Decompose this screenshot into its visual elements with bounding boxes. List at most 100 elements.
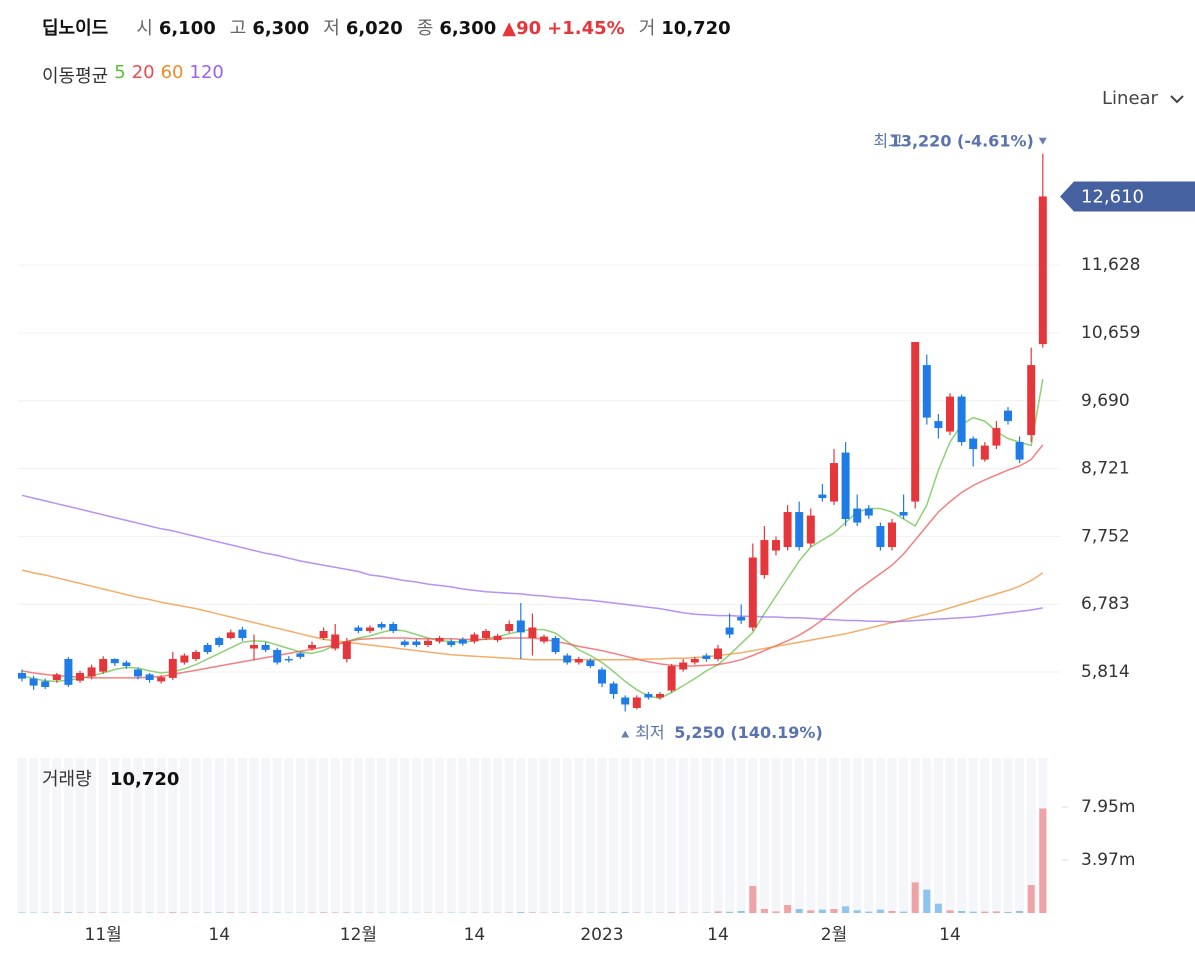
- candle-body: [1015, 442, 1024, 460]
- candle-body: [551, 638, 560, 653]
- volume-column-bg: [562, 758, 572, 913]
- y-tick-label: 6,783: [1081, 594, 1130, 614]
- candle-body: [215, 638, 224, 646]
- candle-body: [493, 635, 502, 641]
- volume-column-bg: [261, 758, 271, 913]
- candle: [563, 653, 572, 665]
- volume-column-bg: [841, 758, 851, 913]
- candle: [354, 625, 363, 634]
- low-label: 최저: [635, 723, 664, 742]
- y-tick-label: 7,752: [1081, 526, 1130, 546]
- candle-body: [261, 645, 270, 650]
- volume-column-bg: [980, 758, 990, 913]
- high-label: 고: [229, 18, 247, 39]
- low-value: 6,020: [345, 18, 403, 39]
- candle: [760, 526, 769, 579]
- volume-column-bg: [783, 758, 793, 913]
- candle: [192, 649, 200, 662]
- candle: [818, 484, 827, 502]
- chevron[interactable]: [1170, 95, 1184, 104]
- candle-body: [296, 653, 305, 657]
- candle-body: [888, 522, 896, 548]
- volume-bar: [215, 912, 223, 913]
- volume-column-bg: [29, 758, 39, 913]
- volume-bar: [169, 912, 177, 913]
- volume-column-bg: [539, 758, 549, 913]
- scale-mode[interactable]: Linear: [1102, 88, 1159, 109]
- candle-body: [64, 658, 73, 685]
- candle: [876, 522, 885, 551]
- candle: [458, 637, 467, 646]
- volume-column-bg: [52, 758, 62, 913]
- volume-bar: [876, 909, 884, 913]
- candle: [528, 613, 537, 656]
- candle-body: [18, 672, 26, 679]
- ma-legend: 이동평균 5 20 60 120: [42, 62, 224, 88]
- y-tick-label: 10,659: [1081, 323, 1140, 343]
- candle: [806, 508, 815, 548]
- candle: [551, 635, 560, 655]
- volume-bar: [992, 911, 1000, 913]
- candle: [377, 621, 386, 630]
- candle-body: [946, 396, 954, 432]
- volume-column-bg: [794, 758, 804, 913]
- candle: [725, 613, 734, 639]
- candle: [18, 669, 26, 682]
- y-tick-label: 9,690: [1081, 391, 1130, 411]
- candle-body: [458, 639, 467, 644]
- header: 딥노이드 시 6,100 고 6,300 저 6,020 종 6,300 ▲90 +1.…: [42, 14, 731, 40]
- volume-bar: [505, 912, 513, 913]
- volume-bar: [830, 909, 838, 913]
- candle-body: [911, 342, 920, 502]
- candle: [238, 626, 247, 641]
- low-value: 5,250 (140.19%): [674, 723, 823, 742]
- candle-body: [203, 645, 212, 653]
- volume-bar: [76, 912, 84, 913]
- candle: [609, 681, 618, 699]
- candle: [632, 695, 641, 710]
- volume-column-bg: [817, 758, 827, 913]
- low-label: 저: [323, 18, 340, 39]
- candle-body: [52, 674, 61, 680]
- volume-value: 10,720: [110, 769, 179, 790]
- volume-bar: [1016, 911, 1024, 913]
- candle-body: [806, 515, 815, 544]
- candle-body: [238, 629, 247, 639]
- volume-bar: [273, 912, 281, 913]
- volume-column-bg: [759, 758, 769, 913]
- candle: [134, 667, 142, 680]
- candle: [946, 393, 954, 436]
- volume-column-bg: [377, 758, 387, 913]
- open-value: 6,100: [158, 18, 216, 39]
- volume-column-bg: [678, 758, 688, 913]
- ma-title: 이동평균: [42, 66, 109, 87]
- volume-bar: [1027, 885, 1035, 913]
- volume-column-bg: [574, 758, 584, 913]
- candle-body: [540, 636, 548, 642]
- volume-bar: [552, 912, 560, 913]
- candle-body: [226, 632, 235, 639]
- volume-column-bg: [98, 758, 108, 913]
- volume-bar: [679, 912, 687, 913]
- x-tick-label: 2월: [821, 925, 847, 945]
- volume-column-bg: [214, 758, 224, 913]
- volume-column-bg: [203, 758, 213, 913]
- candle-body: [366, 627, 374, 632]
- high-marker: [1038, 137, 1047, 145]
- volume-column-bg: [145, 758, 155, 913]
- candle: [969, 436, 978, 467]
- change: ▲90: [502, 18, 542, 39]
- volume-column-bg: [295, 758, 305, 913]
- candle-body: [470, 634, 479, 642]
- volume-bar: [180, 912, 188, 913]
- volume-value: 10,720: [661, 18, 731, 39]
- volume-column-bg: [771, 758, 781, 913]
- candle: [853, 494, 862, 527]
- candle: [957, 394, 966, 446]
- volume-bar: [923, 889, 931, 913]
- candle: [435, 635, 444, 644]
- candle: [389, 621, 398, 634]
- scale-dropdown[interactable]: Linear: [1102, 88, 1184, 109]
- volume-column-bg: [632, 758, 642, 913]
- candle: [308, 641, 316, 651]
